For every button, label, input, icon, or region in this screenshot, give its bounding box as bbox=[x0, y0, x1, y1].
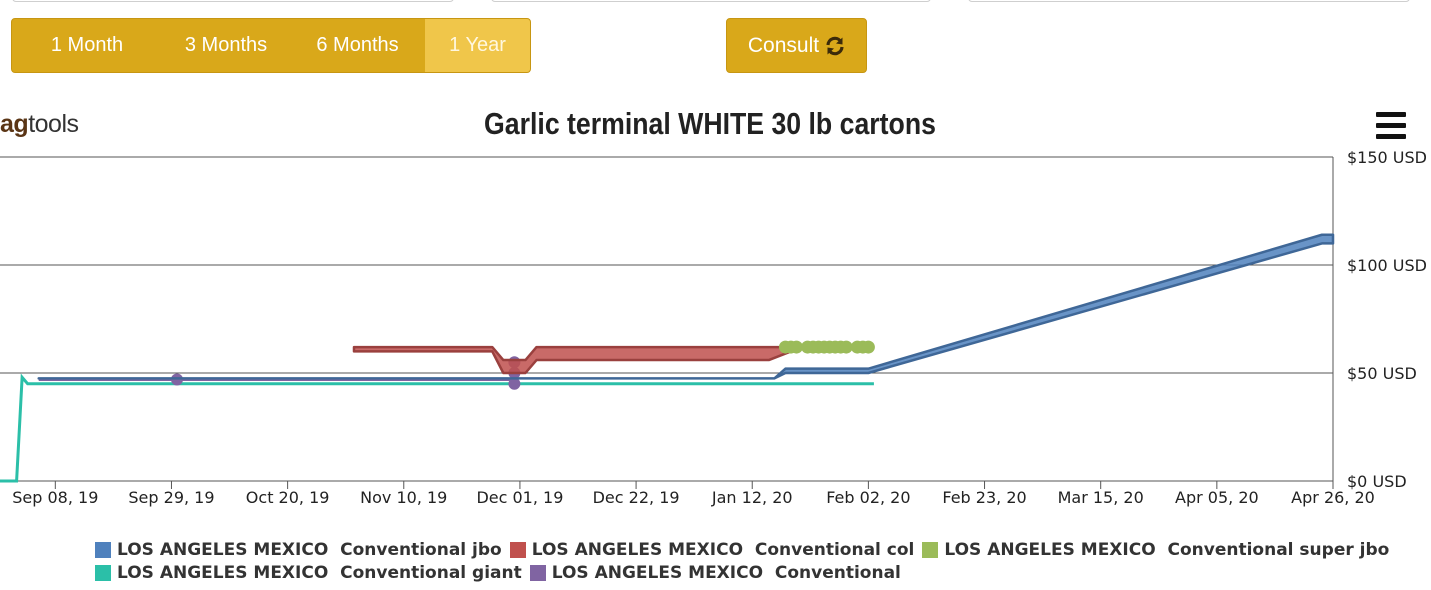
legend-swatch bbox=[922, 541, 939, 558]
filter-field-3[interactable] bbox=[968, 0, 1410, 2]
x-tick-label: Nov 10, 19 bbox=[360, 488, 447, 507]
legend-swatch bbox=[529, 564, 546, 581]
y-tick-label: $50 USD bbox=[1347, 364, 1417, 383]
data-point-los-angeles-mexico-conventional-super-jbo bbox=[789, 340, 803, 354]
data-point-los-angeles-mexico-conventional-super-jbo bbox=[839, 340, 853, 354]
legend-label: LOS ANGELES MEXICO Conventional jbo bbox=[117, 539, 502, 560]
price-chart: $0 USD $50 USD $100 USD $150 USD Sep 08, 19 S… bbox=[0, 148, 1427, 507]
x-tick-label: Jan 12, 20 bbox=[711, 488, 793, 507]
filter-field-2[interactable] bbox=[491, 0, 931, 2]
x-tick-label: Apr 26, 20 bbox=[1291, 488, 1375, 507]
consult-button[interactable]: Consult bbox=[726, 18, 867, 73]
filter-field-1[interactable] bbox=[12, 0, 454, 2]
legend-swatch bbox=[95, 541, 111, 558]
x-tick-label: Dec 01, 19 bbox=[476, 488, 563, 507]
x-tick-label: Apr 05, 20 bbox=[1175, 488, 1259, 507]
range-3-months-button[interactable]: 3 Months bbox=[184, 34, 268, 56]
range-1-year-button[interactable]: 1 Year bbox=[425, 19, 530, 72]
legend-label: LOS ANGELES MEXICO Conventional col bbox=[531, 539, 915, 560]
legend-item-conventional[interactable]: LOS ANGELES MEXICO Conventional bbox=[529, 562, 901, 583]
x-tick-label: Dec 22, 19 bbox=[593, 488, 680, 507]
chart-title: Garlic terminal WHITE 30 lb cartons bbox=[484, 106, 936, 141]
hamburger-menu-icon[interactable] bbox=[1376, 112, 1406, 140]
y-tick-label: $100 USD bbox=[1347, 256, 1427, 275]
x-tick-label: Sep 29, 19 bbox=[128, 488, 214, 507]
x-tick-label: Sep 08, 19 bbox=[12, 488, 98, 507]
data-point-los-angeles-mexico-conventional-super-jbo bbox=[861, 340, 875, 354]
range-1-month-button[interactable]: 1 Month bbox=[50, 34, 124, 56]
legend-item-super-jbo[interactable]: LOS ANGELES MEXICO Conventional super jb… bbox=[922, 540, 1389, 560]
legend-item-giant[interactable]: LOS ANGELES MEXICO Conventional giant bbox=[95, 563, 522, 583]
series-line-los-angeles-mexico-conventional-giant bbox=[0, 373, 874, 483]
brand-suffix: tools bbox=[28, 110, 79, 138]
refresh-icon bbox=[826, 36, 844, 55]
x-tick-label: Oct 20, 19 bbox=[246, 488, 330, 507]
legend-item-jbo[interactable]: LOS ANGELES MEXICO Conventional jbo bbox=[95, 540, 502, 560]
consult-label: Consult bbox=[747, 33, 820, 57]
chart-legend: LOS ANGELES MEXICO Conventional jbo LOS … bbox=[95, 538, 1395, 584]
data-point-los-angeles-mexico-conventional bbox=[508, 377, 521, 390]
legend-swatch bbox=[509, 541, 526, 558]
legend-label: LOS ANGELES MEXICO Conventional super jb… bbox=[944, 539, 1390, 560]
legend-item-col[interactable]: LOS ANGELES MEXICO Conventional col bbox=[509, 539, 915, 560]
x-tick-label: Feb 02, 20 bbox=[826, 488, 910, 507]
x-tick-label: Feb 23, 20 bbox=[942, 488, 1026, 507]
y-tick-label: $0 USD bbox=[1347, 472, 1407, 491]
legend-label: LOS ANGELES MEXICO Conventional giant bbox=[117, 562, 522, 583]
time-range-group: 1 Month 3 Months 6 Months 1 Year bbox=[11, 18, 531, 73]
y-tick-label: $150 USD bbox=[1347, 148, 1427, 167]
legend-label: LOS ANGELES MEXICO Conventional bbox=[551, 562, 901, 583]
brand-prefix: ag bbox=[0, 110, 29, 138]
legend-swatch bbox=[95, 564, 111, 581]
series-band-los-angeles-mexico-conventional-col bbox=[352, 345, 793, 375]
series-band-los-angeles-mexico-conventional-jbo bbox=[37, 233, 1335, 380]
range-6-months-button[interactable]: 6 Months bbox=[316, 34, 399, 56]
brand-logo: agtools bbox=[0, 110, 79, 139]
x-tick-label: Mar 15, 20 bbox=[1058, 488, 1144, 507]
